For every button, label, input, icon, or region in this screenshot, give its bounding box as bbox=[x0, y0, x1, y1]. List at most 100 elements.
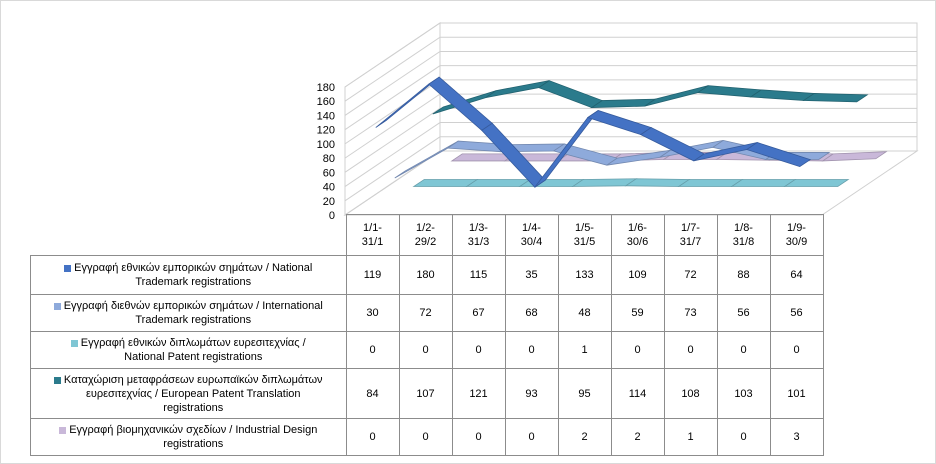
data-label: 107 bbox=[398, 368, 453, 419]
data-label: 2 bbox=[557, 418, 612, 456]
legend-entry-line: registrations bbox=[163, 401, 224, 414]
data-label: 0 bbox=[504, 418, 559, 456]
legend-swatch-icon bbox=[59, 427, 67, 434]
series-label-cell: Εγγραφή εθνικών εμπορικών σημάτων / Nati… bbox=[30, 255, 347, 295]
x-tick-label-line: 1/3- bbox=[469, 222, 488, 234]
legend-entry-line: Εγγραφή βιομηχανικών σχεδίων / Industria… bbox=[69, 424, 318, 436]
data-label: 109 bbox=[610, 255, 665, 295]
data-label: 72 bbox=[663, 255, 718, 295]
legend-entry-line: Εγγραφή εθνικών εμπορικών σημάτων / Nati… bbox=[74, 262, 313, 274]
data-label: 2 bbox=[610, 418, 665, 456]
x-tick-label: 1/2- 29/2 bbox=[398, 214, 453, 256]
legend-swatch-icon bbox=[70, 340, 78, 347]
data-label: 30 bbox=[345, 294, 400, 332]
series-ribbon-segment bbox=[821, 151, 888, 162]
data-label: 0 bbox=[663, 331, 718, 369]
y-tick-label: 140 bbox=[317, 110, 335, 122]
y-axis-ticks: 0 20 40 60 80 100 120 140 160 180 bbox=[317, 82, 335, 222]
data-label: 72 bbox=[398, 294, 453, 332]
x-tick-label: 1/6- 30/6 bbox=[610, 214, 665, 256]
series-ribbon-segment bbox=[745, 142, 812, 168]
y-tick-label: 0 bbox=[329, 210, 335, 222]
data-label: 180 bbox=[398, 255, 453, 295]
data-label: 59 bbox=[610, 294, 665, 332]
series-label-cell: Εγγραφή βιομηχανικών σχεδίων / Industria… bbox=[30, 418, 347, 456]
data-label: 103 bbox=[716, 368, 771, 419]
gridline bbox=[344, 65, 917, 131]
data-label: 56 bbox=[716, 294, 771, 332]
gridline bbox=[344, 122, 917, 187]
legend-entry-line: Εγγραφή διεθνών εμπορικών σημάτων / Inte… bbox=[63, 300, 323, 312]
data-label: 64 bbox=[769, 255, 824, 295]
data-label: 0 bbox=[716, 331, 771, 369]
x-tick-label-line: 1/6- bbox=[628, 222, 647, 234]
legend-entry-line: Καταχώριση μεταφράσεων ευρωπαϊκών διπλωμ… bbox=[63, 373, 323, 386]
x-tick-label: 1/5- 31/5 bbox=[557, 214, 612, 256]
legend-entry-line: Εγγραφή εθνικών διπλωμάτων ευρεσιτεχνίας… bbox=[80, 337, 306, 349]
x-tick-label-line: 1/4- bbox=[522, 222, 541, 234]
x-tick-label: 1/4- 30/4 bbox=[504, 214, 559, 256]
data-label: 108 bbox=[663, 368, 718, 419]
legend-entry: Εγγραφή εθνικών διπλωμάτων ευρεσιτεχνίας… bbox=[81, 336, 306, 364]
x-tick-label-line: 1/7- bbox=[681, 222, 700, 234]
x-tick-label: 1/1- 31/1 bbox=[345, 214, 400, 256]
legend-entry: Εγγραφή διεθνών εμπορικών σημάτων / Inte… bbox=[64, 299, 323, 327]
data-label: 0 bbox=[451, 331, 506, 369]
data-label: 0 bbox=[716, 418, 771, 456]
x-tick-label-line: 29/2 bbox=[414, 236, 437, 248]
data-label: 0 bbox=[398, 331, 453, 369]
series-ribbon-segment bbox=[802, 93, 869, 103]
y-tick-label: 180 bbox=[317, 82, 335, 94]
chart-series bbox=[375, 76, 888, 188]
data-label: 95 bbox=[557, 368, 612, 419]
x-tick-label-line: 31/3 bbox=[467, 236, 490, 248]
x-tick-label-line: 31/1 bbox=[361, 236, 384, 248]
data-label: 73 bbox=[663, 294, 718, 332]
y-tick-label: 60 bbox=[323, 167, 335, 179]
x-tick-label-line: 31/5 bbox=[573, 236, 596, 248]
series-ribbon-segment bbox=[624, 178, 691, 187]
data-label: 0 bbox=[398, 418, 453, 456]
x-tick-label: 1/7- 31/7 bbox=[663, 214, 718, 256]
legend-entry-line: Trademark registrations bbox=[135, 276, 252, 288]
data-label: 3 bbox=[769, 418, 824, 456]
back-wall bbox=[439, 22, 918, 152]
legend-entry: Εγγραφή βιομηχανικών σχεδίων / Industria… bbox=[69, 423, 317, 451]
series-label-cell: Εγγραφή εθνικών διπλωμάτων ευρεσιτεχνίας… bbox=[30, 331, 347, 369]
data-label: 35 bbox=[504, 255, 559, 295]
data-label: 93 bbox=[504, 368, 559, 419]
legend-entry: Εγγραφή εθνικών εμπορικών σημάτων / Nati… bbox=[74, 261, 312, 289]
legend-swatch-icon bbox=[64, 265, 72, 272]
legend-entry-line: ευρεσιτεχνίας / European Patent Translat… bbox=[85, 387, 301, 400]
series-label-cell: Εγγραφή διεθνών εμπορικών σημάτων / Inte… bbox=[30, 294, 347, 332]
y-tick-label: 40 bbox=[323, 182, 335, 194]
data-label: 0 bbox=[451, 418, 506, 456]
data-label: 67 bbox=[451, 294, 506, 332]
x-tick-label-line: 30/4 bbox=[520, 236, 543, 248]
data-label: 1 bbox=[663, 418, 718, 456]
data-label: 119 bbox=[345, 255, 400, 295]
table-header-row: 1/1- 31/1 1/2- 29/2 1/3- 31/3 1/4- 30/4 1/5- 31/5… bbox=[31, 214, 824, 256]
x-tick-label-line: 31/8 bbox=[732, 236, 755, 248]
data-label: 56 bbox=[769, 294, 824, 332]
x-tick-label: 1/9- 30/9 bbox=[769, 214, 824, 256]
data-label: 88 bbox=[716, 255, 771, 295]
x-tick-label-line: 31/7 bbox=[679, 236, 702, 248]
series-ribbon-segment bbox=[485, 80, 550, 99]
table-row: Εγγραφή βιομηχανικών σχεδίων / Industria… bbox=[30, 418, 824, 456]
gridline bbox=[344, 107, 917, 173]
data-label: 115 bbox=[451, 255, 506, 295]
y-tick-label: 120 bbox=[317, 125, 335, 137]
table-row: Εγγραφή εθνικών εμπορικών σημάτων / Nati… bbox=[30, 255, 824, 295]
table-row: Εγγραφή διεθνών εμπορικών σημάτων / Inte… bbox=[30, 294, 824, 332]
legend-swatch-icon bbox=[53, 303, 61, 310]
x-tick-label-line: 30/9 bbox=[785, 236, 808, 248]
y-tick-label: 160 bbox=[317, 96, 335, 108]
gridline bbox=[344, 136, 917, 202]
data-label: 121 bbox=[451, 368, 506, 419]
data-label: 101 bbox=[769, 368, 824, 419]
data-label: 68 bbox=[504, 294, 559, 332]
legend-entry: Καταχώριση μεταφράσεων ευρωπαϊκών διπλωμ… bbox=[64, 373, 323, 415]
